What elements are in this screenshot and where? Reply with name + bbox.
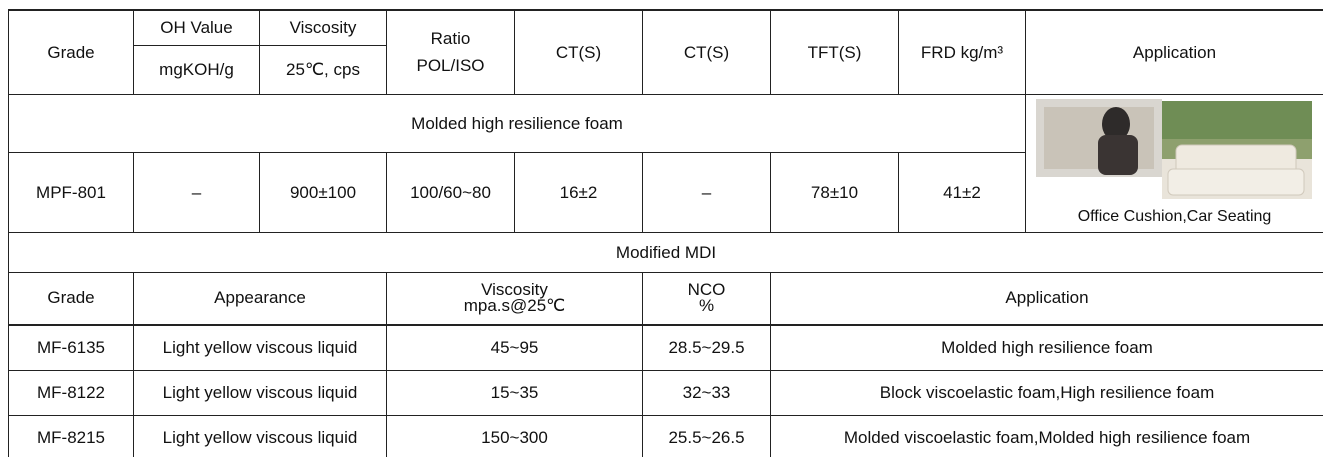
header-line: Ratio [387,29,514,48]
page: Grade OH Value Viscosity Ratio POL/ISO C… [0,0,1330,457]
header-cell: Viscosity [260,10,387,45]
product-table: Grade OH Value Viscosity Ratio POL/ISO C… [8,9,1323,457]
image-cell: Office Cushion,Car Seating [1026,94,1324,232]
cell: – [134,152,260,232]
header-cell: Ratio POL/ISO [387,10,515,94]
cell: 100/60~80 [387,152,515,232]
header-cell: Grade [9,10,134,94]
header-cell: Application [1026,10,1324,94]
table-container: Grade OH Value Viscosity Ratio POL/ISO C… [8,9,1323,457]
header-cell: OH Value [134,10,260,45]
header-cell: mgKOH/g [134,45,260,94]
cell: 45~95 [387,325,643,370]
cell: MPF-801 [9,152,134,232]
header-line: POL/ISO [387,56,514,75]
image-caption: Office Cushion,Car Seating [1026,207,1323,226]
cell: Light yellow viscous liquid [134,370,387,415]
header-line: mpa.s@25℃ [387,298,642,314]
cell: 78±10 [771,152,899,232]
header-cell: CT(S) [643,10,771,94]
cell: – [643,152,771,232]
cell: MF-6135 [9,325,134,370]
cell: MF-8122 [9,370,134,415]
cell: 25.5~26.5 [643,415,771,457]
header-cell: NCO% [643,272,771,325]
header-line: % [643,298,770,314]
section-cell: Modified MDI [9,232,1324,272]
header-cell: Appearance [134,272,387,325]
cell: 15~35 [387,370,643,415]
header-cell: CT(S) [515,10,643,94]
header-line: Application [771,290,1323,306]
cell: 16±2 [515,152,643,232]
header-cell: Application [771,272,1324,325]
section-cell: Molded high resilience foam [9,94,1026,152]
header-line: Appearance [134,290,386,306]
cell: Light yellow viscous liquid [134,415,387,457]
header-cell: 25℃, cps [260,45,387,94]
cell: 900±100 [260,152,387,232]
header-cell: TFT(S) [771,10,899,94]
cell: 150~300 [387,415,643,457]
cell: 32~33 [643,370,771,415]
cell: Light yellow viscous liquid [134,325,387,370]
header-line: Grade [9,290,133,306]
cell: Molded high resilience foam [771,325,1324,370]
cell: Molded viscoelastic foam,Molded high res… [771,415,1324,457]
cell: MF-8215 [9,415,134,457]
header-cell: FRD kg/m³ [899,10,1026,94]
cell: Block viscoelastic foam,High resilience … [771,370,1324,415]
cell: 41±2 [899,152,1026,232]
product-photo [1036,99,1316,214]
header-cell: Grade [9,272,134,325]
cell: 28.5~29.5 [643,325,771,370]
